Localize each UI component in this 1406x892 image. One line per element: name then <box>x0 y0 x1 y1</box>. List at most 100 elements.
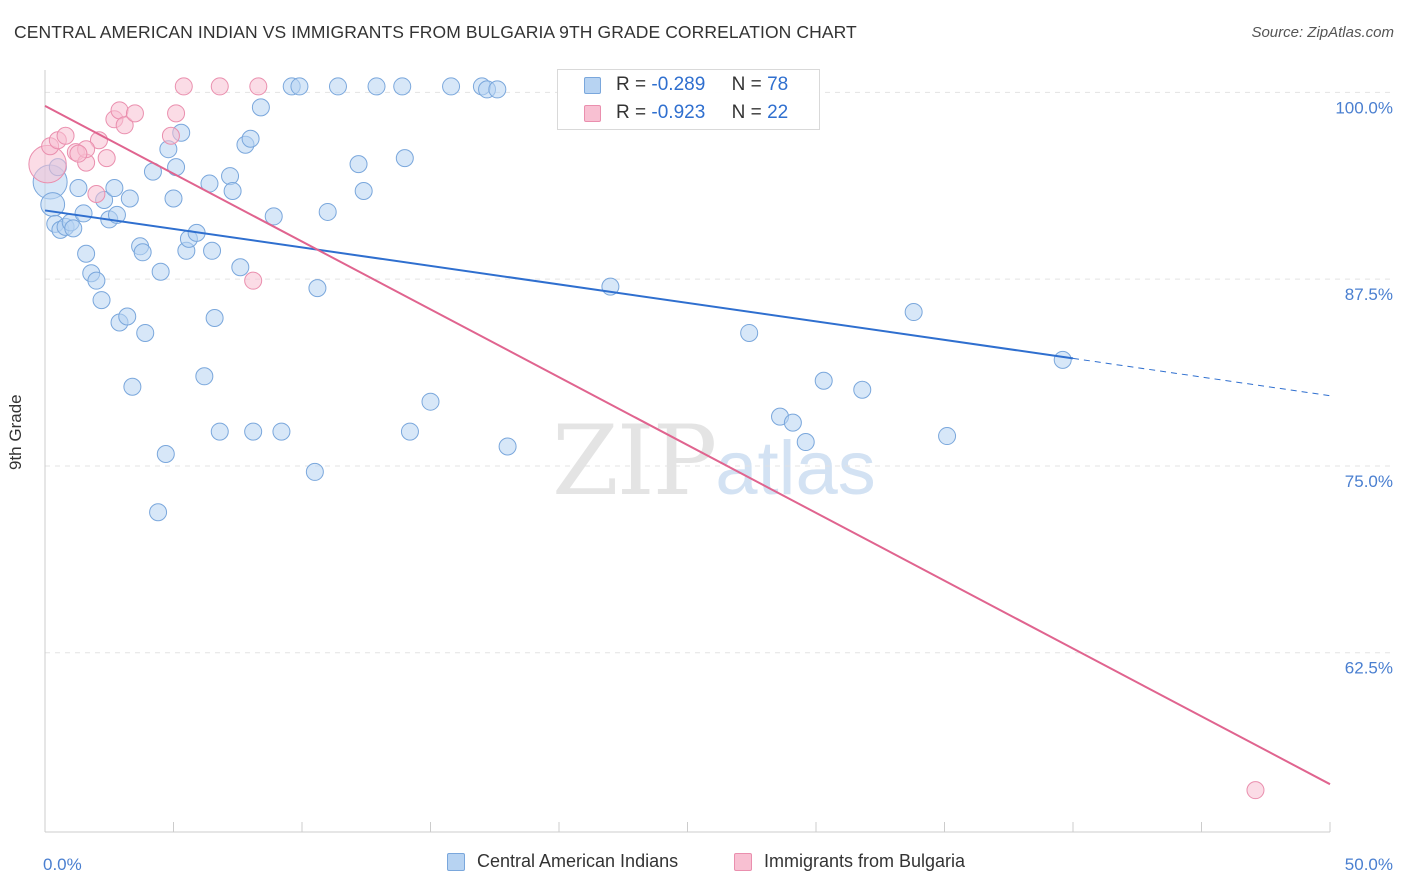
data-point-central-american-indians <box>264 207 283 226</box>
data-point-central-american-indians <box>156 444 175 463</box>
data-point-central-american-indians <box>796 433 815 452</box>
legend-n-label: N = <box>731 102 762 123</box>
y-tick-label: 100.0% <box>1335 98 1393 117</box>
source-credit: Source: ZipAtlas.com <box>1251 24 1394 41</box>
correlation-legend: R = -0.289 N = 78 R = -0.923 N = 22 <box>557 69 820 130</box>
data-point-central-american-indians <box>77 244 96 263</box>
series-legend-item-pink: Immigrants from Bulgaria <box>734 851 965 872</box>
data-point-central-american-indians <box>241 129 260 148</box>
data-point-central-american-indians <box>421 392 440 411</box>
data-point-central-american-indians <box>400 422 419 441</box>
trendline-immigrants-from-bulgaria <box>44 104 1331 786</box>
legend-swatch-blue <box>584 77 601 94</box>
data-point-immigrants-from-bulgaria <box>56 126 75 145</box>
data-point-central-american-indians <box>367 77 386 96</box>
series-legend: Central American Indians Immigrants from… <box>0 851 1406 877</box>
data-point-central-american-indians <box>393 77 412 96</box>
legend-stats-blue: R = -0.289 N = 78 <box>616 74 788 96</box>
data-point-immigrants-from-bulgaria <box>161 126 180 145</box>
legend-r-value: -0.289 <box>651 74 706 95</box>
y-tick-label: 75.0% <box>1345 472 1393 491</box>
data-point-immigrants-from-bulgaria <box>69 144 88 163</box>
data-point-central-american-indians <box>498 437 517 456</box>
legend-n-value: 22 <box>767 102 789 123</box>
data-point-central-american-indians <box>149 503 168 522</box>
trendline-extension-central-american-indians <box>1072 357 1331 397</box>
trendline-central-american-indians <box>44 209 1074 360</box>
series-legend-item-blue: Central American Indians <box>447 851 678 872</box>
data-point-central-american-indians <box>164 189 183 208</box>
data-point-central-american-indians <box>814 371 833 390</box>
data-point-central-american-indians <box>305 462 324 481</box>
label-layer: 100.0% 87.5% 75.0% 62.5% 0.0% 50.0% <box>43 98 1393 874</box>
data-point-immigrants-from-bulgaria <box>249 77 268 96</box>
chart-title: CENTRAL AMERICAN INDIAN VS IMMIGRANTS FR… <box>14 22 857 42</box>
data-point-central-american-indians <box>308 279 327 298</box>
data-point-central-american-indians <box>244 422 263 441</box>
data-point-central-american-indians <box>349 155 368 174</box>
legend-swatch-pink <box>584 105 601 122</box>
data-point-central-american-indians <box>442 77 461 96</box>
data-point-central-american-indians <box>87 271 106 290</box>
data-point-central-american-indians <box>231 258 250 277</box>
data-point-immigrants-from-bulgaria <box>125 104 144 123</box>
data-point-central-american-indians <box>1053 350 1072 369</box>
data-point-immigrants-from-bulgaria <box>115 116 134 135</box>
data-point-central-american-indians <box>105 179 124 198</box>
grid-layer <box>45 91 1392 654</box>
x-tick-label-min: 0.0% <box>43 855 82 874</box>
data-point-central-american-indians <box>210 422 229 441</box>
data-point-immigrants-from-bulgaria <box>244 271 263 290</box>
series-legend-swatch-blue <box>447 852 465 871</box>
legend-stats-pink: R = -0.923 N = 22 <box>616 102 788 124</box>
data-point-central-american-indians <box>69 179 88 198</box>
data-point-central-american-indians <box>133 243 152 262</box>
data-point-central-american-indians <box>151 262 170 281</box>
data-point-central-american-indians <box>120 189 139 208</box>
data-point-immigrants-from-bulgaria <box>1246 781 1265 800</box>
legend-r-value: -0.923 <box>651 102 706 123</box>
data-point-central-american-indians <box>488 80 507 99</box>
data-point-immigrants-from-bulgaria <box>97 149 116 168</box>
data-point-central-american-indians <box>205 309 224 328</box>
data-point-central-american-indians <box>203 241 222 260</box>
data-point-central-american-indians <box>251 98 270 117</box>
x-tick-label-max: 50.0% <box>1345 855 1393 874</box>
data-point-central-american-indians <box>167 158 186 177</box>
points-layer <box>28 77 1265 800</box>
data-point-central-american-indians <box>395 149 414 168</box>
data-point-central-american-indians <box>290 77 309 96</box>
legend-r-label: R = <box>616 102 647 123</box>
data-point-central-american-indians <box>904 303 923 322</box>
data-point-central-american-indians <box>195 367 214 386</box>
data-point-immigrants-from-bulgaria <box>167 104 186 123</box>
series-legend-label-pink: Immigrants from Bulgaria <box>764 851 966 871</box>
data-point-central-american-indians <box>221 167 240 186</box>
data-point-central-american-indians <box>64 219 83 238</box>
data-point-central-american-indians <box>853 380 872 399</box>
data-point-central-american-indians <box>318 202 337 221</box>
trend-layer <box>44 104 1331 786</box>
data-point-central-american-indians <box>354 182 373 201</box>
data-point-immigrants-from-bulgaria <box>210 77 229 96</box>
series-legend-label-blue: Central American Indians <box>477 851 679 871</box>
data-point-central-american-indians <box>118 307 137 326</box>
data-point-central-american-indians <box>92 291 111 310</box>
data-point-immigrants-from-bulgaria <box>110 101 129 120</box>
data-point-central-american-indians <box>123 377 142 396</box>
legend-n-value: 78 <box>767 74 789 95</box>
data-point-central-american-indians <box>136 323 155 342</box>
data-point-central-american-indians <box>938 427 957 446</box>
legend-r-label: R = <box>616 74 647 95</box>
data-point-central-american-indians <box>328 77 347 96</box>
data-point-central-american-indians <box>74 204 93 223</box>
y-axis-label: 9th Grade <box>6 394 25 470</box>
data-point-central-american-indians <box>223 182 242 201</box>
y-tick-label: 87.5% <box>1345 285 1393 304</box>
data-point-central-american-indians <box>272 422 291 441</box>
data-point-central-american-indians <box>107 205 126 224</box>
series-legend-swatch-pink <box>734 852 752 871</box>
data-point-immigrants-from-bulgaria <box>87 185 106 204</box>
legend-n-label: N = <box>731 74 762 95</box>
